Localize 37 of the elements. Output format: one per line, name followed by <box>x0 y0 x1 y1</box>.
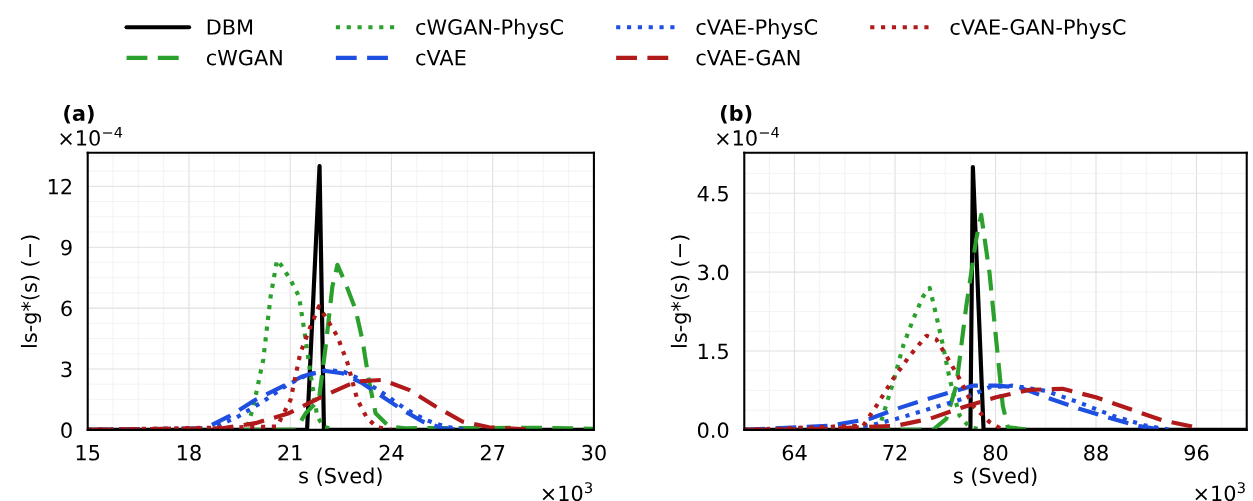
legend-label: cVAE-PhysC <box>696 18 817 39</box>
y-tick-label: 4.5 <box>697 186 728 202</box>
y-tick-label: 6 <box>61 300 72 317</box>
x-tick-label: 80 <box>983 444 1008 461</box>
y-tick-label: 3 <box>61 361 72 378</box>
x-tick-label: 27 <box>480 444 505 461</box>
x-axis-title: s (Sved) <box>299 467 382 486</box>
x-axis-title: s (Sved) <box>953 467 1037 486</box>
y-tick-label: 0.0 <box>697 422 729 439</box>
chart-title: (a) <box>64 104 94 124</box>
x-tick-label: 64 <box>782 444 807 461</box>
y-axis-title: ls-g*(s) (−) <box>20 235 42 347</box>
text: ×10$^{3}$ <box>1195 482 1245 501</box>
x-tick-label: 18 <box>177 444 201 461</box>
x-tick-label: 72 <box>883 444 907 461</box>
y-tick-label: 1.5 <box>698 343 728 360</box>
chart-title: (b) <box>720 104 752 124</box>
y-tick-label: 12 <box>48 178 72 195</box>
legend-label: cWGAN <box>206 49 282 66</box>
x-tick-label: 21 <box>278 444 302 461</box>
legend-label: cVAE <box>416 49 466 66</box>
legend-label: cVAE-GAN <box>696 49 800 66</box>
y-tick-label: 3.0 <box>698 264 729 281</box>
y-axis-title: ls-g*(s) (−) <box>670 235 692 347</box>
legend-label: DBM <box>207 19 253 35</box>
x-tick-label: 96 <box>1184 444 1209 461</box>
x-tick-label: 15 <box>76 445 100 461</box>
text: ×10$^{−4}$ <box>716 126 779 146</box>
y-tick-label: 9 <box>61 239 72 256</box>
text: ×10$^{−4}$ <box>60 126 123 146</box>
x-tick-label: 24 <box>379 444 404 461</box>
legend-label: cWGAN-PhysC <box>416 18 563 39</box>
text: ×10$^{3}$ <box>542 482 593 501</box>
y-tick-label: 0 <box>61 422 72 439</box>
legend-label: cVAE-GAN-PhysC <box>950 18 1126 39</box>
x-tick-label: 88 <box>1084 444 1108 461</box>
x-tick-label: 30 <box>582 444 606 461</box>
